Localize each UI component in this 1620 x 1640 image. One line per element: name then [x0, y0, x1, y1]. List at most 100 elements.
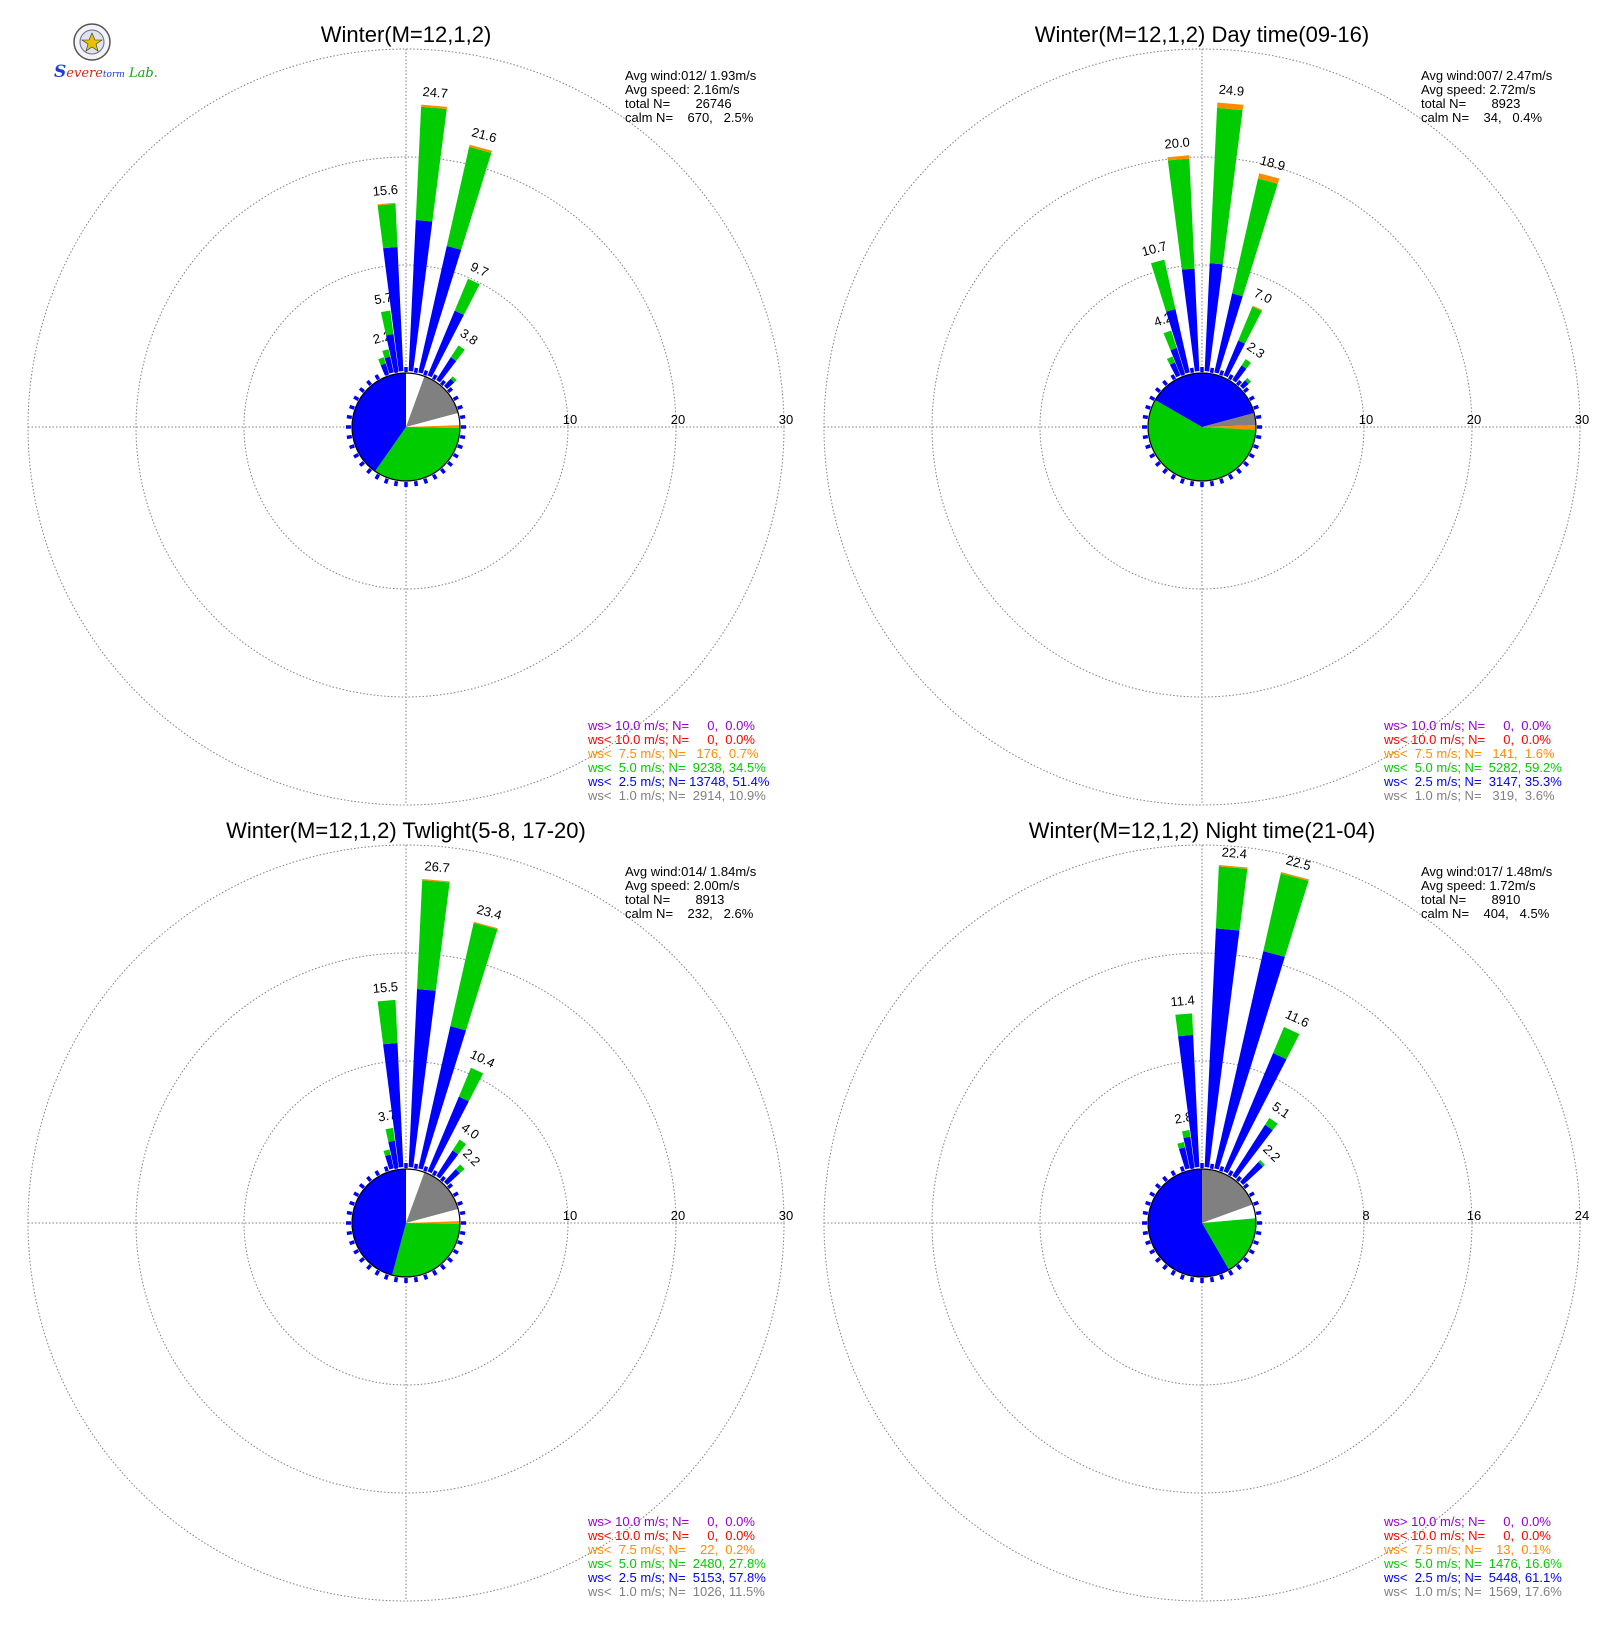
legend-entry-2: ws< 10.0 m/s; N= 0, 0.0% — [1383, 1528, 1551, 1543]
bar-segment-green — [1265, 1117, 1278, 1131]
pie-slice-5 — [392, 1223, 460, 1277]
bar-label: 2.2 — [1260, 1141, 1283, 1164]
bar-segment-orange — [1218, 864, 1248, 869]
direction-stub — [1255, 1230, 1262, 1236]
direction-stub — [413, 1163, 419, 1170]
pie-slice-3 — [1202, 425, 1257, 430]
direction-stub — [1145, 1200, 1151, 1206]
bar-label: 18.9 — [1259, 153, 1287, 174]
bar-segment-blue — [1181, 268, 1200, 372]
direction-stub — [383, 1166, 389, 1172]
stats-line1: Avg wind:007/ 2.47m/s — [1421, 68, 1553, 83]
direction-stub — [393, 480, 399, 487]
direction-stub — [346, 1230, 353, 1236]
direction-stub — [383, 478, 389, 484]
legend-entry-2: ws< 10.0 m/s; N= 0, 0.0% — [1383, 732, 1551, 747]
bar-segment-blue — [427, 310, 464, 378]
direction-stub — [423, 370, 429, 376]
bar-segment-blue — [1223, 340, 1246, 378]
ring-label: 30 — [779, 412, 793, 427]
pie-slice-4 — [406, 1221, 460, 1224]
direction-stubs — [1142, 367, 1262, 487]
direction-stub — [1142, 414, 1149, 420]
legend-entry-5: ws< 2.5 m/s; N= 5448, 61.1% — [1383, 1570, 1562, 1585]
bar-segment-blue — [1232, 1124, 1273, 1179]
direction-stub — [1236, 1264, 1242, 1271]
stats-line2: Avg speed: 2.72m/s — [1421, 82, 1536, 97]
legend-entry-5: ws< 2.5 m/s; N= 5153, 57.8% — [587, 1570, 766, 1585]
direction-stub — [1253, 404, 1259, 410]
bar-segment-green — [452, 1139, 467, 1155]
direction-stub — [1149, 1191, 1156, 1198]
bar-segment-blue — [1232, 365, 1247, 383]
bar-label: 4.0 — [459, 1120, 482, 1143]
pie-slice-2 — [1202, 1204, 1256, 1223]
stats-line4: calm N= 404, 4.5% — [1421, 906, 1550, 921]
direction-stub — [1255, 1210, 1262, 1216]
pie-slice-2 — [1202, 413, 1256, 427]
direction-stub — [457, 1200, 463, 1206]
pie-slice-3 — [406, 413, 460, 427]
direction-stub — [349, 404, 355, 410]
direction-stub — [1149, 1248, 1156, 1255]
bar-segment-blue — [1214, 951, 1285, 1170]
direction-stub — [349, 444, 355, 450]
bar-segment-blue — [388, 1140, 399, 1169]
bar-segment-blue — [408, 220, 433, 372]
bar-segment-blue — [383, 1043, 404, 1168]
direction-stub — [1154, 461, 1161, 467]
bar-segment-green — [1209, 107, 1243, 265]
legend-entry-4: ws< 5.0 m/s; N= 2480, 27.8% — [587, 1556, 766, 1571]
bar-segment-orange — [422, 879, 450, 883]
direction-stubs — [346, 367, 466, 487]
stats-line3: total N= 8913 — [625, 892, 724, 907]
direction-stub — [353, 395, 360, 402]
bar-segment-blue — [1166, 309, 1190, 374]
legend-entry-3: ws< 7.5 m/s; N= 141, 1.6% — [1383, 746, 1555, 761]
direction-stub — [457, 444, 463, 450]
direction-stub — [459, 414, 466, 420]
pie-slice-6 — [351, 1169, 406, 1276]
direction-stub — [1209, 367, 1215, 374]
legend-entry-2: ws< 10.0 m/s; N= 0, 0.0% — [587, 1528, 755, 1543]
direction-stub — [447, 461, 454, 467]
direction-stub — [431, 473, 438, 480]
bar-segment-blue — [1239, 380, 1249, 390]
bar-segment-blue — [1204, 928, 1240, 1168]
direction-stub — [1162, 1175, 1168, 1182]
bar-segment-green — [1273, 1026, 1300, 1060]
pie-slice-2 — [406, 376, 459, 427]
direction-stub — [374, 1170, 381, 1177]
bar-segment-orange — [1280, 872, 1309, 881]
direction-stub — [1243, 1257, 1250, 1263]
direction-stub — [459, 1210, 466, 1216]
bar-segment-orange — [421, 104, 448, 109]
direction-stub — [1236, 379, 1242, 386]
pie-outline — [351, 1168, 461, 1278]
legend-entry-1: ws> 10.0 m/s; N= 0, 0.0% — [1383, 718, 1551, 733]
bar-segment-green — [385, 1127, 395, 1142]
bar-segment-green — [378, 357, 386, 366]
direction-stub — [1243, 387, 1250, 393]
bar-segment-blue — [443, 378, 455, 390]
direction-stub — [1227, 1170, 1234, 1177]
bar-segment-blue — [1239, 1162, 1263, 1186]
legend-entry-4: ws< 5.0 m/s; N= 5282, 59.2% — [1383, 760, 1562, 775]
bar-segment-green — [383, 1149, 391, 1157]
direction-stub — [374, 1269, 381, 1276]
direction-stub — [1236, 468, 1242, 475]
center-pie — [1147, 1168, 1257, 1278]
direction-stub — [440, 468, 446, 475]
bar-segment-orange — [473, 921, 498, 930]
direction-stub — [366, 1175, 372, 1182]
direction-stub — [1145, 404, 1151, 410]
direction-stub — [447, 1183, 454, 1189]
legend-entry-4: ws< 5.0 m/s; N= 1476, 16.6% — [1383, 1556, 1562, 1571]
pie-slice-4 — [1148, 1169, 1229, 1277]
direction-stub — [423, 478, 429, 484]
lab-logo: Severetorm Lab. — [52, 22, 158, 86]
bar-label: 2.3 — [1244, 339, 1267, 362]
bar-segment-green — [1167, 158, 1195, 270]
windrose-panel-4: Winter(M=12,1,2) Night time(21-04) 8 16 24 2… — [823, 818, 1589, 1602]
